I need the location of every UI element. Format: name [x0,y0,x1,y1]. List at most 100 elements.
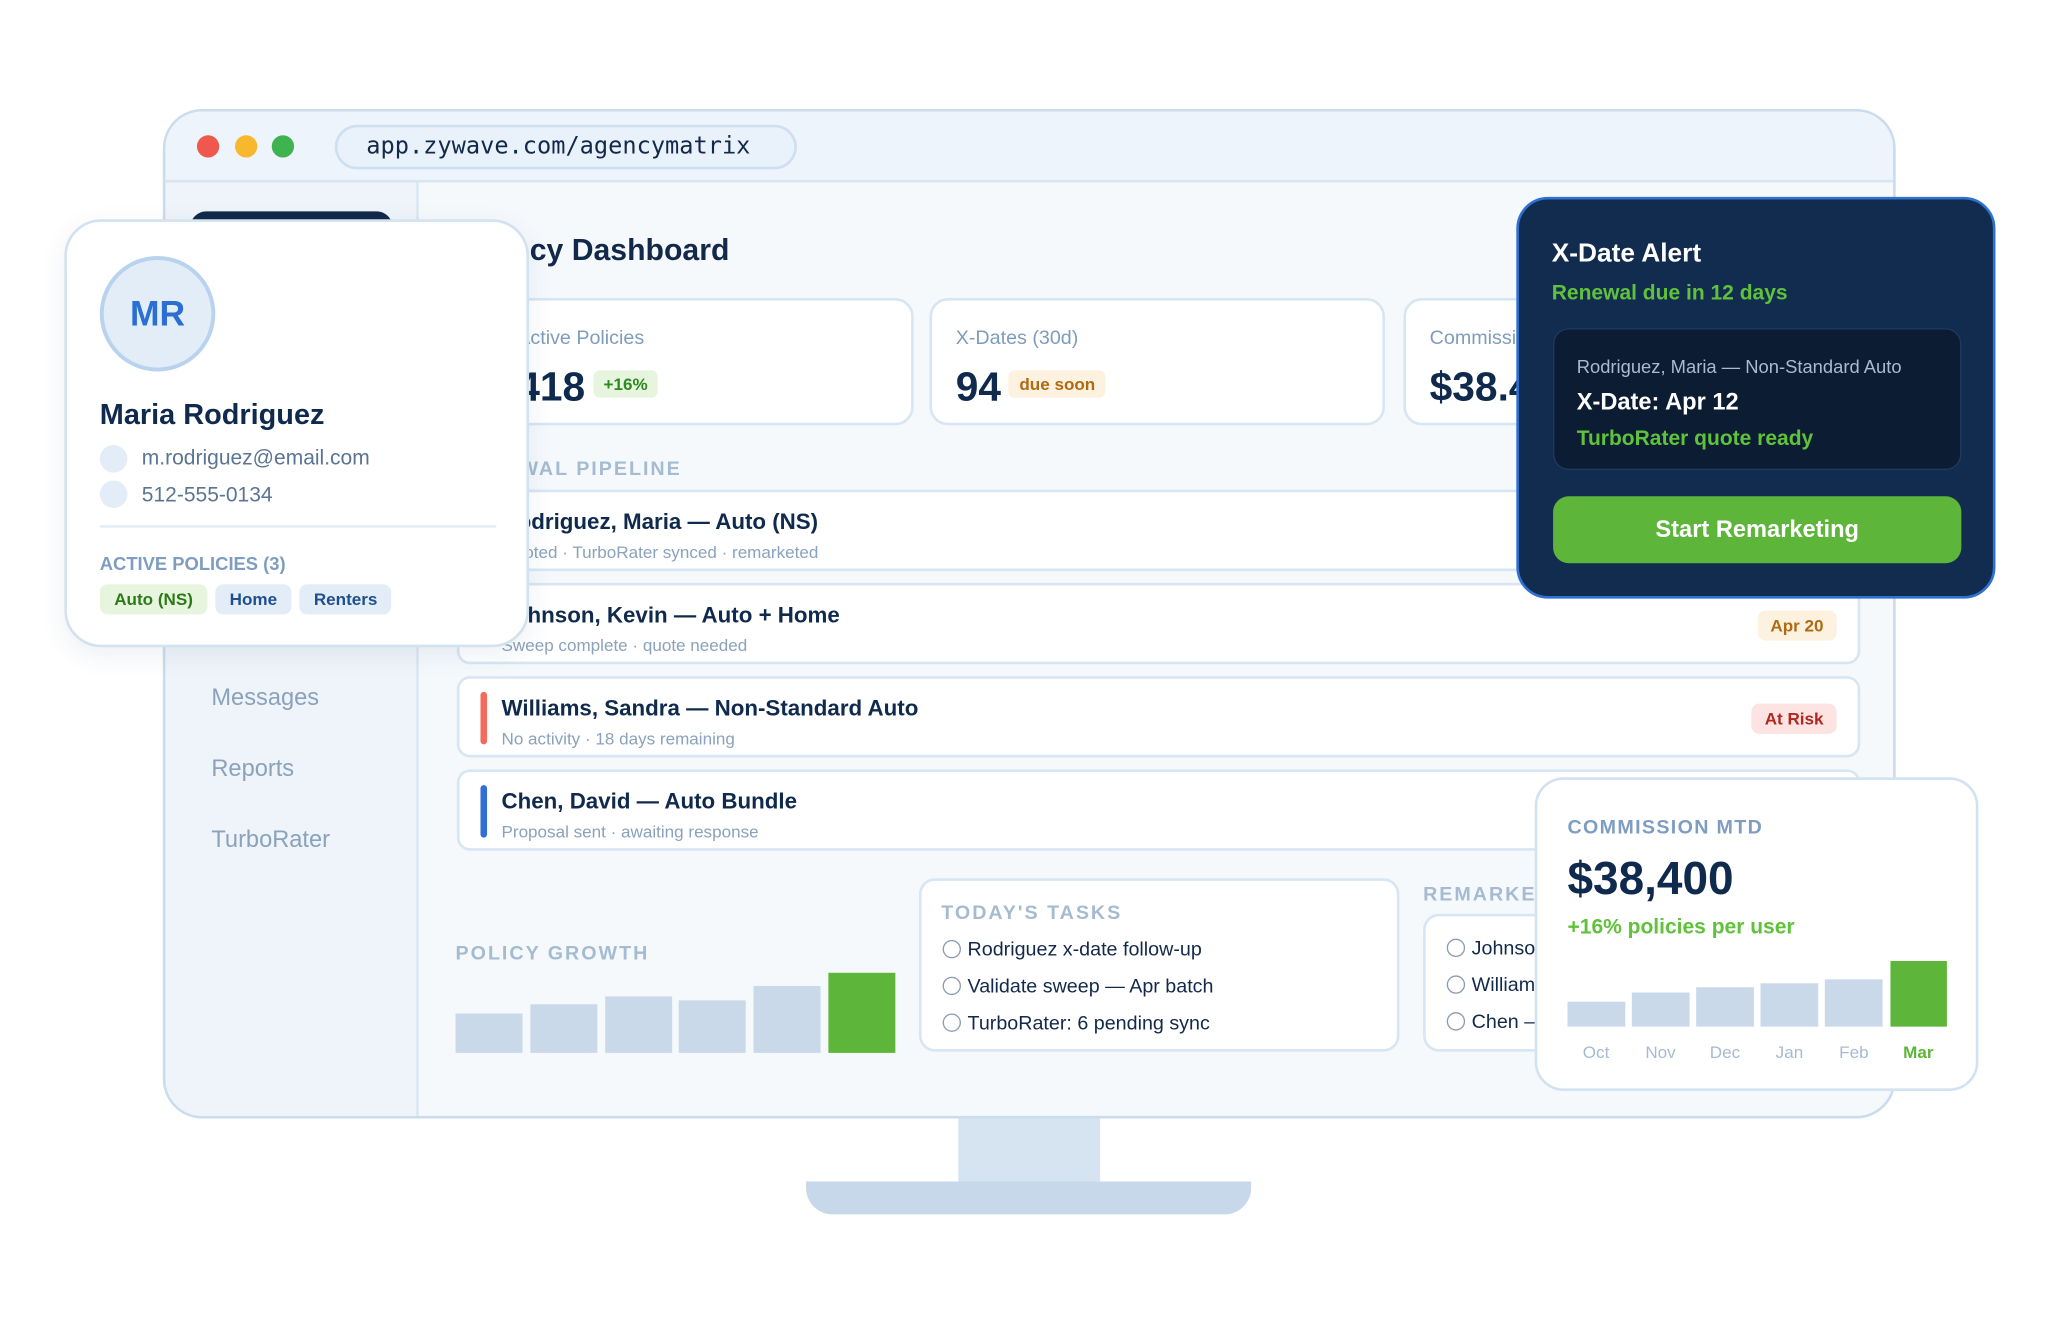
client-profile-card: MR Maria Rodriguez m.rodriguez@email.com… [64,219,530,648]
task-item[interactable]: Rodriguez x-date follow-up [942,938,1202,961]
policy-tag[interactable]: Renters [299,584,392,615]
start-remarketing-button[interactable]: Start Remarketing [1553,496,1962,564]
month-label: Feb [1839,1042,1869,1063]
chart-bar [530,1004,598,1053]
radio-icon[interactable] [1446,975,1466,994]
at-risk-badge: At Risk [1751,703,1837,734]
task-item[interactable]: TurboRater: 6 pending sync [942,1012,1210,1035]
chart-bar [1760,983,1818,1027]
chart-bar [455,1013,523,1053]
row-status: Sweep complete · quote needed [501,635,748,656]
chart-bar [1889,960,1947,1027]
address-bar[interactable]: app.zywave.com/agencymatrix [334,124,797,170]
commission-delta: +16% policies per user [1567,916,1795,939]
month-label: Oct [1582,1042,1610,1063]
tasks-label: TODAY'S TASKS [941,901,1123,925]
avatar: MR [99,255,216,372]
remarketing-item[interactable]: Chen — [1446,1010,1544,1034]
commission-chart [1567,950,1947,1027]
row-name: Williams, Sandra — Non-Standard Auto [501,695,919,721]
alert-client: Rodriguez, Maria — Non-Standard Auto [1576,355,1902,377]
commission-month-labels: Oct Nov Dec Jan Feb Mar [1568,1042,1947,1066]
chart-bar [679,1000,747,1053]
row-name: Johnson, Kevin — Auto + Home [501,602,840,628]
stat-label: Active Policies [517,326,645,350]
row-status: Quoted · TurboRater synced · remarketed [501,542,819,562]
row-status: Proposal sent · awaiting response [501,821,759,842]
radio-icon[interactable] [1446,938,1466,958]
month-label: Nov [1645,1042,1676,1063]
commission-value: $38,400 [1567,853,1734,905]
radio-icon[interactable] [942,1013,961,1032]
client-phone[interactable]: 512-555-0134 [141,484,273,507]
row-name: Chen, David — Auto Bundle [501,789,798,814]
policy-growth-chart [455,952,896,1053]
close-window-button[interactable] [196,135,220,158]
chart-bar [1696,987,1754,1027]
chart-bar [753,985,821,1053]
maximize-window-button[interactable] [271,135,295,158]
tasks-card: TODAY'S TASKS Rodriguez x-date follow-up… [918,878,1400,1052]
pipeline-row[interactable]: Williams, Sandra — Non-Standard Auto No … [456,676,1861,758]
radio-icon[interactable] [942,939,961,959]
chart-bar [1825,979,1883,1027]
commission-card: COMMISSION MTD $38,400 +16% policies per… [1534,777,1979,1091]
stat-number: 94 [955,363,1002,410]
policy-tag[interactable]: Home [215,584,292,615]
month-label: Jan [1775,1042,1804,1063]
monitor-neck [958,1115,1101,1187]
chart-bar [828,972,896,1053]
policy-tag[interactable]: Auto (NS) [99,584,208,615]
item-text: Johnson [1471,937,1547,960]
phone-icon [99,480,128,509]
alert-status: TurboRater quote ready [1576,427,1814,451]
active-policies-label: ACTIVE POLICIES (3) [99,552,286,574]
divider [99,525,497,528]
stat-label: Commission [1429,326,1538,350]
remarketing-item[interactable]: Williams [1446,974,1545,997]
email-icon [99,445,128,473]
task-text: Rodriguez x-date follow-up [967,938,1202,961]
policy-tags: Auto (NS) Home Renters [99,584,400,615]
client-email[interactable]: m.rodriguez@email.com [141,447,370,470]
stat-value: 418 +16% [517,364,659,411]
monitor-base [806,1181,1252,1215]
row-name: Rodriguez, Maria — Auto (NS) [501,509,819,535]
policy-growth-label: POLICY GROWTH [455,942,650,965]
stat-card-xdates: X-Dates (30d) 94 due soon [929,298,1386,426]
alert-xdate: X-Date: Apr 12 [1576,388,1739,415]
task-text: Validate sweep — Apr batch [967,975,1214,998]
sidebar-item-messages[interactable]: Messages [211,683,320,711]
sidebar-item-reports[interactable]: Reports [211,754,295,782]
xdate-alert-card: X-Date Alert Renewal due in 12 days Rodr… [1516,196,1996,599]
growth-chip: +16% [593,370,659,399]
stat-label: X-Dates (30d) [955,326,1079,350]
chart-bar [1631,992,1690,1027]
date-badge: Apr 20 [1757,610,1837,641]
item-text: Chen — [1471,1010,1544,1034]
browser-titlebar: app.zywave.com/agencymatrix [165,111,1894,183]
row-status: No activity · 18 days remaining [501,728,735,749]
stat-value: 94 due soon [956,364,1106,411]
item-text: Williams [1471,974,1545,997]
remarketing-item[interactable]: Johnson [1446,937,1547,960]
status-indicator [480,785,488,838]
task-text: TurboRater: 6 pending sync [967,1012,1210,1035]
alert-title: X-Date Alert [1551,238,1702,268]
risk-indicator [480,691,488,745]
radio-icon[interactable] [942,976,961,996]
commission-label: COMMISSION MTD [1567,816,1764,839]
minimize-window-button[interactable] [234,135,258,158]
chart-bar [604,996,672,1053]
month-label: Dec [1709,1042,1741,1063]
month-label: Mar [1903,1042,1934,1063]
client-name: Maria Rodriguez [99,397,325,431]
task-item[interactable]: Validate sweep — Apr batch [942,975,1214,998]
chart-bar [1567,1001,1625,1027]
due-soon-chip: due soon [1008,370,1106,399]
alert-detail-box: Rodriguez, Maria — Non-Standard Auto X-D… [1553,328,1962,470]
sidebar-item-turborater[interactable]: TurboRater [211,825,331,853]
radio-icon[interactable] [1446,1012,1466,1031]
alert-subtitle: Renewal due in 12 days [1551,282,1788,305]
